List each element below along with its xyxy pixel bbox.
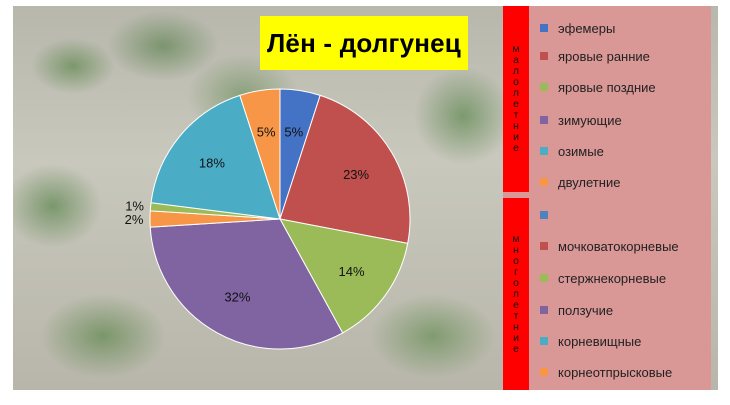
pie-slice-label: 1% <box>125 198 144 213</box>
pie-slice-label: 2% <box>125 212 144 227</box>
pie-slice-label: 18% <box>199 156 225 171</box>
group-letter: н <box>513 120 519 132</box>
pie-slice-label: 5% <box>257 125 276 140</box>
legend-item: мочковатокорневые <box>540 236 679 256</box>
legend-item: ползучие <box>540 300 613 320</box>
legend-item: озимые <box>540 141 604 161</box>
legend-item: эфемеры <box>540 18 615 38</box>
pie-slice-label: 14% <box>338 264 364 279</box>
legend-swatch <box>540 242 548 250</box>
legend-item: двулетние <box>540 172 620 192</box>
group-letter: е <box>513 98 519 110</box>
group-letter: е <box>513 298 519 311</box>
legend-swatch <box>540 306 548 314</box>
legend-label: стержнекорневые <box>558 270 667 286</box>
legend-item <box>540 205 558 225</box>
legend-item: корнеотпрысковые <box>540 362 672 382</box>
legend-swatch <box>540 274 548 282</box>
legend-label: яровые ранние <box>558 48 650 64</box>
legend-label: корнеотпрысковые <box>558 364 673 380</box>
legend-item: яровые поздние <box>540 77 656 97</box>
group-letter: о <box>513 76 519 88</box>
group-letter: т <box>513 309 519 322</box>
pie-slice-label: 32% <box>224 290 250 305</box>
legend-item: яровые ранние <box>540 46 650 66</box>
pie-slice-label: 5% <box>284 125 303 140</box>
group-letter: е <box>513 142 519 154</box>
group-letter: л <box>512 87 520 99</box>
legend-label: эфемеры <box>558 20 616 36</box>
pie-slice <box>150 94 281 220</box>
legend-swatch <box>540 337 548 345</box>
group-letter: г <box>514 265 518 278</box>
legend-label: озимые <box>558 143 604 159</box>
pie-slice <box>149 218 344 350</box>
legend-item: стержнекорневые <box>540 268 666 288</box>
legend-label: зимующие <box>558 112 622 128</box>
group-letter: н <box>513 320 519 333</box>
group-letter: м <box>512 232 520 245</box>
legend-swatch <box>540 368 548 376</box>
group-letter: л <box>512 287 520 300</box>
legend-swatch <box>540 147 548 155</box>
chart-title: Лён - долгунец <box>266 27 461 58</box>
legend-swatch <box>540 178 548 186</box>
legend-swatch <box>540 211 548 219</box>
group-letter: е <box>513 342 519 355</box>
pie-slice <box>279 94 411 244</box>
legend-swatch <box>540 83 548 91</box>
legend-label: мочковатокорневые <box>558 238 679 254</box>
legend-label: ползучие <box>558 302 614 318</box>
group-letter: т <box>513 109 519 121</box>
legend-item: корневищные <box>540 331 641 351</box>
legend-swatch <box>540 116 548 124</box>
title-box: Лён - долгунец <box>260 16 468 70</box>
pie-slice <box>239 88 281 220</box>
group-letter: л <box>512 65 520 77</box>
legend-item: зимующие <box>540 110 622 130</box>
legend-swatch <box>540 52 548 60</box>
group-letter: и <box>513 331 519 344</box>
legend-label: корневищные <box>558 333 642 349</box>
legend-label: двулетние <box>558 174 621 190</box>
pie-slice <box>279 218 409 334</box>
legend-panel <box>503 6 711 390</box>
group-letter: о <box>513 254 519 267</box>
group-letter: о <box>513 276 519 289</box>
pie-slice-label: 23% <box>343 167 369 182</box>
group-letter: и <box>513 131 519 143</box>
group-letter: м <box>512 43 520 55</box>
group-letter: а <box>513 54 519 66</box>
group-letter: н <box>513 243 519 256</box>
legend-label: яровые поздние <box>558 79 656 95</box>
legend-swatch <box>540 24 548 32</box>
